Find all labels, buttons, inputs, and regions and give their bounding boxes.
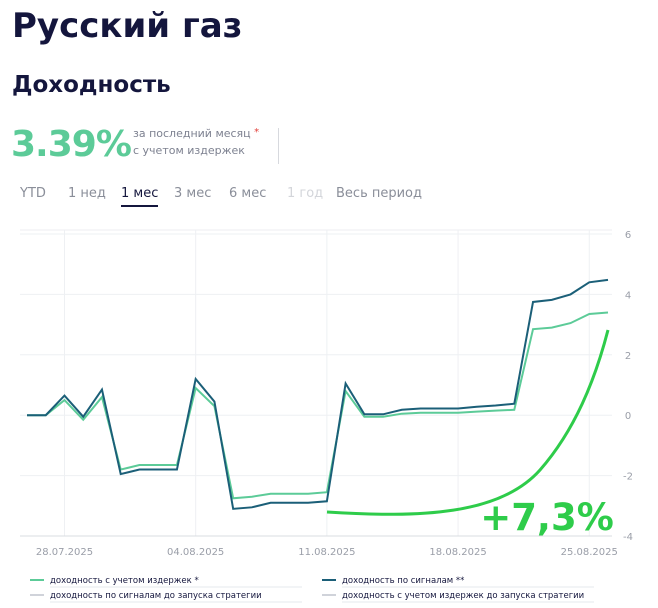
y-tick-label: 4 [625,290,631,301]
tab[interactable]: 1 нед [68,186,106,201]
return-value: 3.39% [11,124,132,165]
return-note: за последний месяц * [133,127,259,140]
tab: 1 год [287,186,324,201]
tab[interactable]: YTD [20,186,46,201]
tab[interactable]: 3 мес [174,186,212,201]
y-tick-label: 6 [625,230,631,241]
x-tick-label: 25.08.2025 [561,547,618,558]
legend-label: доходность с учетом издержек * [50,576,199,586]
series-line [27,278,609,510]
asterisk: * [254,127,260,138]
x-tick-label: 18.08.2025 [429,547,486,558]
divider [278,128,279,164]
legend-label: доходность по сигналам до запуска страте… [50,591,262,601]
x-tick-label: 28.07.2025 [36,547,93,558]
note: с учетом издержек [133,144,245,157]
title: Русский газ [12,6,243,46]
annotation: +7,3% [480,496,614,539]
section-title: Доходность [12,72,171,98]
annotation-curve [326,329,610,516]
y-tick-label: -2 [623,472,633,483]
legend-label: доходность по сигналам ** [342,576,464,586]
y-tick-label: -4 [623,532,633,543]
series-line [27,311,609,500]
tab[interactable]: 6 мес [229,186,267,201]
y-tick-label: 2 [625,351,631,362]
x-tick-label: 11.08.2025 [298,547,355,558]
tab[interactable]: 1 мес [121,186,159,207]
y-tick-label: 0 [625,411,631,422]
note: за последний месяц [133,127,251,140]
x-tick-label: 04.08.2025 [167,547,224,558]
legend-label: доходность с учетом издержек до запуска … [342,591,584,601]
tab[interactable]: Весь период [336,186,422,201]
